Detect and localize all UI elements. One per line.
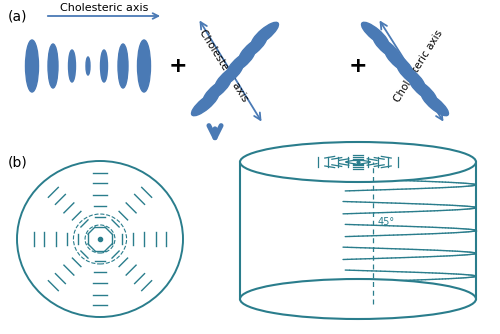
Ellipse shape (86, 57, 90, 75)
Text: +: + (168, 56, 188, 76)
Text: Cholesteric axis: Cholesteric axis (60, 3, 148, 13)
Text: Cholesteric axis: Cholesteric axis (198, 28, 250, 104)
Text: 45°: 45° (378, 217, 395, 227)
Ellipse shape (118, 44, 128, 88)
Ellipse shape (216, 64, 242, 88)
Ellipse shape (398, 64, 424, 88)
Ellipse shape (386, 50, 412, 74)
Ellipse shape (100, 50, 107, 82)
Ellipse shape (204, 78, 231, 102)
Ellipse shape (68, 50, 75, 82)
Text: Cholesteric axis: Cholesteric axis (392, 28, 444, 104)
Ellipse shape (228, 50, 254, 74)
Ellipse shape (192, 92, 218, 116)
Ellipse shape (240, 36, 266, 60)
Ellipse shape (26, 40, 38, 92)
Polygon shape (240, 162, 476, 299)
Text: +: + (348, 56, 368, 76)
Text: (a): (a) (8, 9, 28, 23)
Ellipse shape (48, 44, 58, 88)
Ellipse shape (410, 78, 436, 102)
Text: (b): (b) (8, 156, 28, 170)
Ellipse shape (240, 279, 476, 319)
Ellipse shape (252, 22, 278, 46)
Ellipse shape (240, 142, 476, 182)
Ellipse shape (374, 36, 400, 60)
Ellipse shape (362, 22, 388, 46)
Ellipse shape (422, 92, 448, 116)
Ellipse shape (138, 40, 150, 92)
Ellipse shape (17, 161, 183, 317)
